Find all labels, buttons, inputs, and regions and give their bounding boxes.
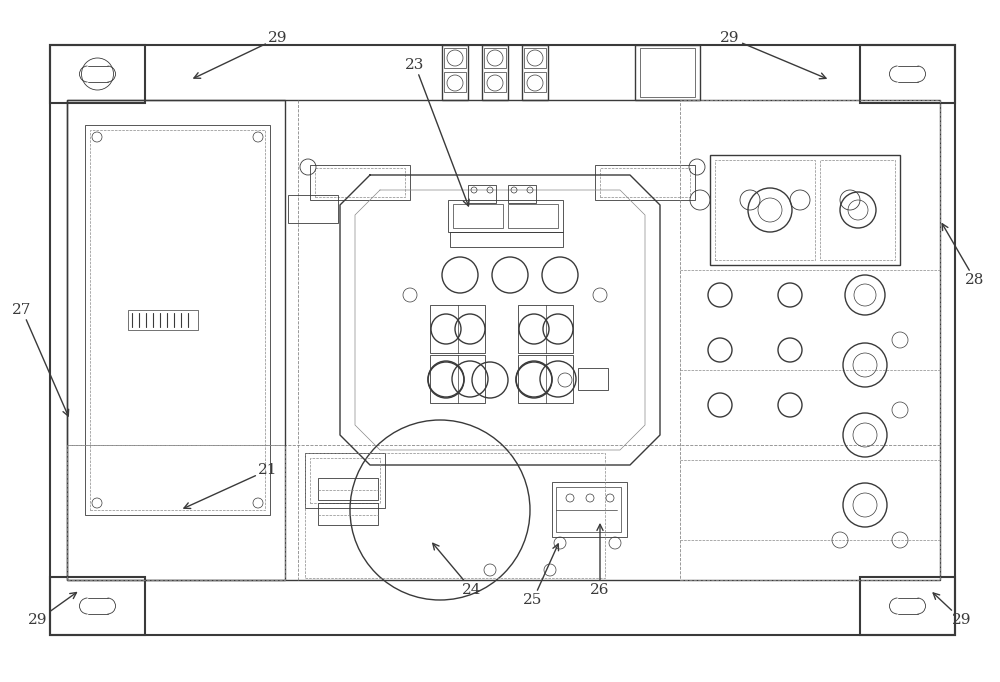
Bar xyxy=(518,355,573,403)
Text: 29: 29 xyxy=(194,31,288,78)
Text: 27: 27 xyxy=(12,303,69,416)
Bar xyxy=(595,165,695,200)
Bar xyxy=(442,45,468,100)
Bar xyxy=(524,72,546,92)
Bar xyxy=(860,45,955,103)
Bar xyxy=(556,487,621,532)
Bar xyxy=(318,478,378,500)
Bar xyxy=(552,482,627,537)
Bar xyxy=(820,160,895,260)
Bar xyxy=(67,100,940,580)
Bar xyxy=(128,310,198,330)
Bar xyxy=(444,48,466,68)
Bar xyxy=(90,130,265,510)
Bar xyxy=(450,232,563,247)
Bar xyxy=(715,160,815,260)
Bar xyxy=(508,185,536,203)
Text: 28: 28 xyxy=(942,224,985,287)
Text: 29: 29 xyxy=(933,593,972,627)
Bar xyxy=(640,48,695,97)
Text: 24: 24 xyxy=(433,544,482,597)
Bar xyxy=(50,577,145,635)
Text: 29: 29 xyxy=(720,31,826,79)
Text: 23: 23 xyxy=(405,58,469,206)
Bar xyxy=(85,125,270,515)
Text: 29: 29 xyxy=(28,593,76,627)
Bar xyxy=(453,204,503,228)
Bar xyxy=(518,305,573,353)
Bar xyxy=(305,453,385,508)
Bar xyxy=(315,168,405,197)
Text: 25: 25 xyxy=(523,544,559,607)
Bar xyxy=(430,355,485,403)
Bar xyxy=(578,368,608,390)
Bar xyxy=(524,48,546,68)
Bar xyxy=(635,45,700,100)
Bar xyxy=(482,45,508,100)
Bar xyxy=(50,45,145,103)
Bar xyxy=(50,45,955,635)
Bar xyxy=(318,503,378,525)
Bar xyxy=(600,168,690,197)
Bar xyxy=(310,458,380,503)
Text: 21: 21 xyxy=(184,463,278,509)
Bar xyxy=(448,200,563,232)
Bar xyxy=(288,195,338,223)
Bar xyxy=(67,445,285,580)
Bar xyxy=(444,72,466,92)
Bar xyxy=(430,305,485,353)
Bar xyxy=(67,100,285,580)
Bar xyxy=(484,72,506,92)
Bar xyxy=(468,185,496,203)
Bar xyxy=(680,100,940,580)
Bar xyxy=(310,165,410,200)
Bar xyxy=(305,453,605,578)
Text: 26: 26 xyxy=(590,524,610,597)
Bar xyxy=(508,204,558,228)
Bar xyxy=(710,155,900,265)
Bar xyxy=(484,48,506,68)
Bar xyxy=(522,45,548,100)
Bar xyxy=(860,577,955,635)
